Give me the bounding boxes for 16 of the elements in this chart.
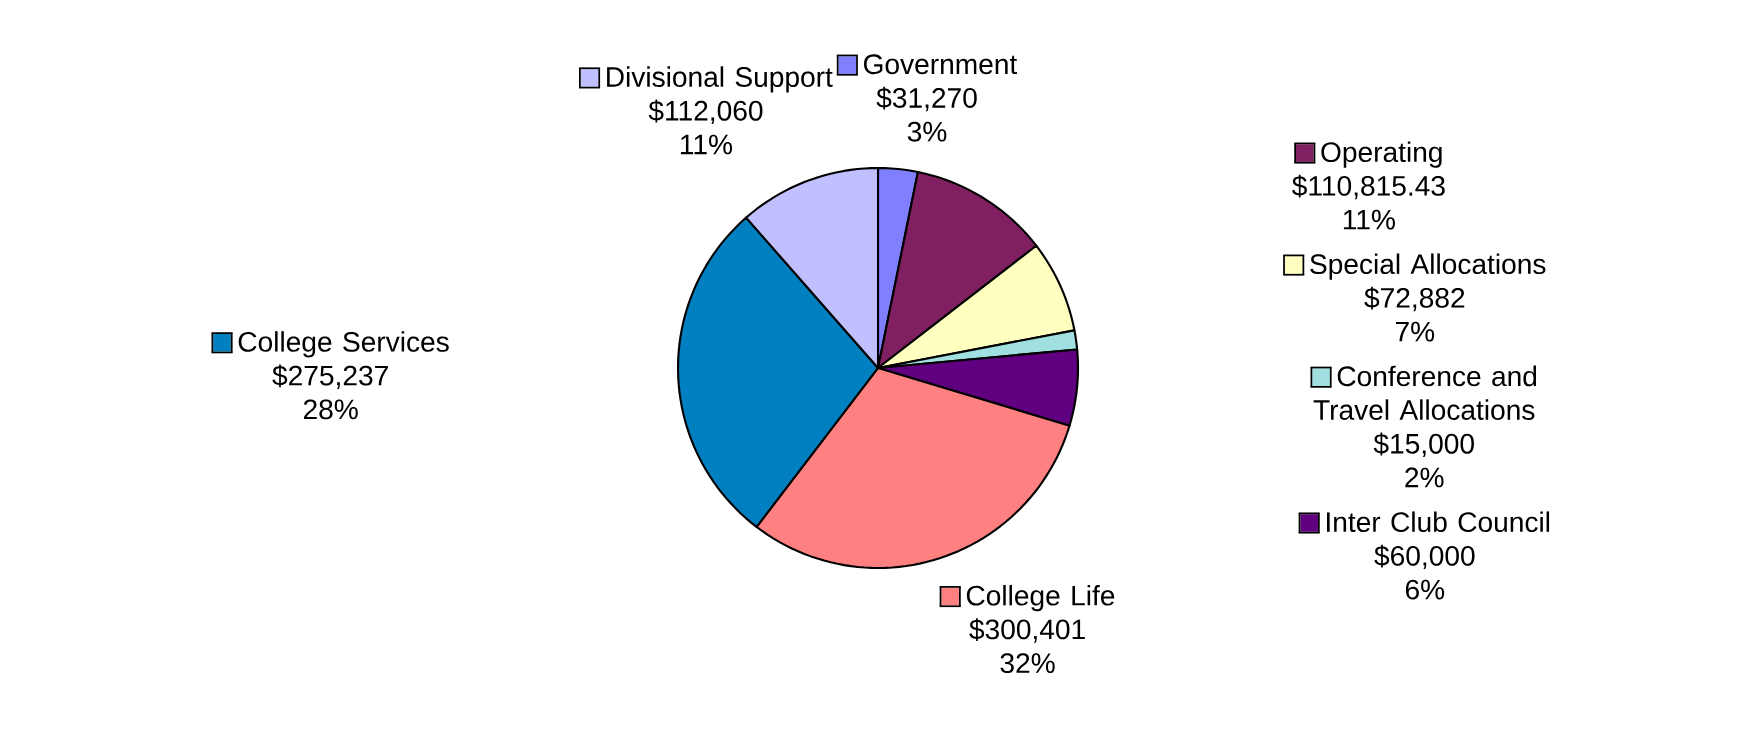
legend-label: Special Allocations	[1310, 253, 1546, 280]
data-label: $72,882 7%	[1364, 286, 1465, 342]
legend-label: Operating	[1321, 141, 1442, 168]
legend-label: Conference and Travel Allocations	[1313, 365, 1537, 420]
data-label: $112,060 11%	[648, 99, 763, 155]
data-label: $275,237 28%	[272, 364, 388, 420]
data-label: $300,401 32%	[969, 618, 1085, 674]
data-label: $15,000 2%	[1373, 432, 1474, 488]
data-label: $110,815.43 11%	[1292, 174, 1445, 230]
data-label: $60,000 6%	[1374, 544, 1475, 600]
legend-label: College Services	[238, 331, 449, 358]
legend-label: Government	[864, 54, 1018, 75]
legend-label: College Life	[966, 584, 1115, 612]
data-label: $31,270 3%	[876, 86, 977, 142]
legend-label: Inter Club Council	[1327, 511, 1550, 533]
legend-label: Divisional Support	[607, 66, 833, 93]
